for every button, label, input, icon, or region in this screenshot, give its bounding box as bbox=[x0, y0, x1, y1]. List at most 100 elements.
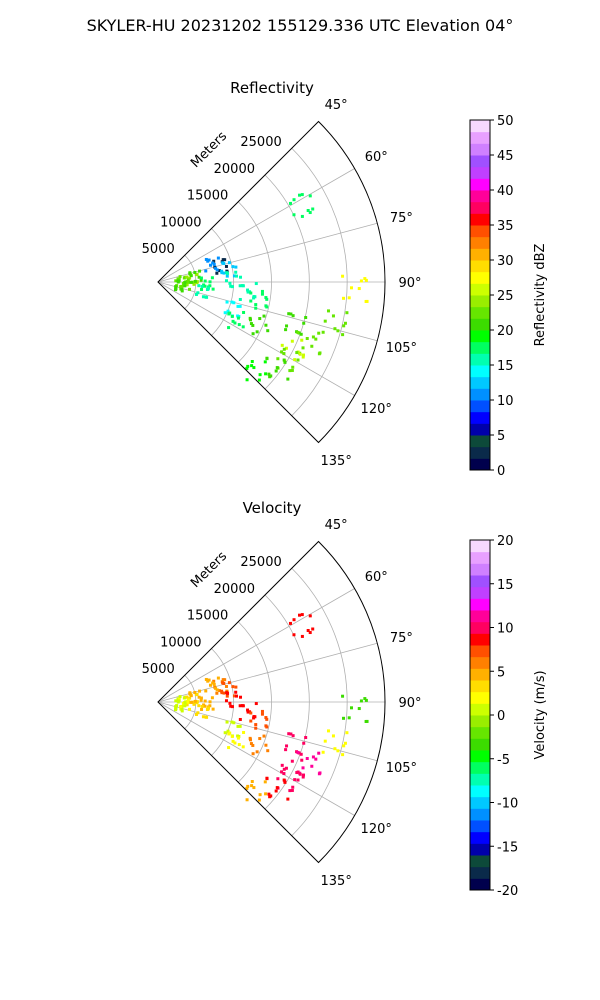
echo-gate bbox=[204, 689, 208, 693]
colorbar-swatch bbox=[470, 201, 490, 214]
echo-gate bbox=[274, 789, 278, 793]
echo-gate bbox=[305, 336, 309, 340]
echo-gate bbox=[188, 272, 192, 276]
echo-gate bbox=[323, 319, 327, 323]
colorbar-label: Velocity (m/s) bbox=[533, 670, 548, 759]
echo-gate bbox=[286, 797, 290, 801]
echo-gate bbox=[282, 772, 286, 776]
echo-gate bbox=[212, 262, 216, 266]
echo-gate bbox=[236, 734, 240, 738]
echo-gate bbox=[341, 333, 345, 337]
colorbar-swatch bbox=[470, 143, 490, 156]
echo-gate bbox=[230, 285, 234, 289]
echo-gate bbox=[284, 766, 288, 770]
echo-gate bbox=[296, 330, 300, 334]
echo-gate bbox=[300, 634, 304, 638]
echo-gate bbox=[317, 331, 321, 335]
echo-gate bbox=[249, 291, 253, 295]
echo-gate bbox=[257, 378, 261, 382]
echo-gate bbox=[201, 295, 205, 299]
sector-frame bbox=[157, 120, 386, 444]
echo-gate bbox=[203, 704, 207, 708]
echo-gate bbox=[341, 753, 345, 757]
echo-gate bbox=[282, 778, 286, 782]
echo-gate bbox=[251, 752, 255, 756]
echo-gate bbox=[252, 786, 256, 790]
echo-gate bbox=[215, 691, 219, 695]
echo-gate bbox=[221, 261, 225, 265]
colorbar-swatch bbox=[470, 656, 490, 669]
echo-gate bbox=[301, 346, 305, 350]
echo-gate bbox=[178, 695, 182, 699]
echo-gate bbox=[311, 335, 315, 339]
colorbar-swatch bbox=[470, 423, 490, 436]
echo-gate bbox=[192, 702, 196, 706]
echo-gate bbox=[305, 756, 309, 760]
echo-gate bbox=[206, 259, 210, 263]
echo-gate bbox=[237, 323, 241, 327]
echo-gate bbox=[311, 627, 315, 631]
echo-gate bbox=[260, 289, 264, 293]
echo-gate bbox=[246, 784, 250, 788]
range-tick-label: 15000 bbox=[187, 609, 228, 624]
echo-gate bbox=[241, 325, 245, 329]
echo-gate bbox=[311, 755, 315, 759]
colorbar-swatch bbox=[470, 353, 490, 366]
echo-gate bbox=[258, 317, 262, 321]
echo-gate bbox=[222, 271, 226, 275]
colorbar-tick-label: 20 bbox=[497, 534, 514, 549]
echo-gate bbox=[327, 729, 331, 733]
colorbar-tick-label: 0 bbox=[497, 464, 505, 479]
echo-gate bbox=[342, 296, 346, 300]
echo-gate bbox=[357, 287, 361, 291]
echo-gate bbox=[204, 269, 208, 273]
echo-gate bbox=[327, 309, 331, 313]
velocity-panel: Velocity 45° 60° 75° 90° 105° 120° 135° 5000 1000… bbox=[142, 499, 548, 899]
echo-gate bbox=[245, 378, 249, 382]
echo-gate bbox=[251, 332, 255, 336]
echo-gate bbox=[174, 699, 178, 703]
echo-gate bbox=[249, 742, 253, 746]
range-tick-label: 25000 bbox=[240, 555, 281, 570]
echo-gate bbox=[250, 784, 254, 788]
echo-gate bbox=[183, 704, 187, 708]
echo-gate bbox=[314, 757, 318, 761]
echo-gate bbox=[174, 285, 178, 289]
echo-gate bbox=[282, 347, 286, 351]
echo-gate bbox=[251, 743, 255, 747]
echo-gate bbox=[282, 358, 286, 362]
echo-gate bbox=[224, 264, 228, 268]
echo-gate bbox=[341, 274, 345, 278]
colorbar-swatch bbox=[470, 621, 490, 634]
echo-gate bbox=[290, 368, 294, 372]
echo-gate bbox=[197, 695, 201, 699]
colorbar-tick-label: -20 bbox=[497, 884, 518, 899]
echo-gate bbox=[293, 778, 297, 782]
echo-gate bbox=[234, 270, 238, 274]
echo-gate bbox=[321, 330, 325, 334]
echo-gate bbox=[221, 678, 225, 682]
echo-gate bbox=[188, 692, 192, 696]
echo-gate bbox=[287, 312, 291, 316]
azimuth-tick-label: 120° bbox=[361, 822, 392, 837]
colorbar-swatch bbox=[470, 400, 490, 413]
echo-gate bbox=[267, 792, 271, 796]
echo-gate bbox=[302, 321, 306, 325]
echo-gate bbox=[331, 734, 335, 738]
colorbar-swatch bbox=[470, 668, 490, 681]
range-tick-label: 20000 bbox=[214, 582, 255, 597]
echo-gate bbox=[227, 326, 231, 330]
echo-gate bbox=[284, 346, 288, 350]
echo-gate bbox=[174, 705, 178, 709]
echo-gate bbox=[318, 351, 322, 355]
echo-gate bbox=[280, 770, 284, 774]
echo-gate bbox=[336, 749, 340, 753]
echo-gate bbox=[178, 275, 182, 279]
echo-gate bbox=[188, 287, 192, 291]
figure-title: SKYLER-HU 20231202 155129.336 UTC Elevat… bbox=[86, 16, 514, 35]
colorbar-tick-label: 50 bbox=[497, 114, 514, 129]
echo-gate bbox=[249, 711, 253, 715]
echo-gate bbox=[296, 750, 300, 754]
colorbar-tick-label: 5 bbox=[497, 665, 505, 680]
echo-gate bbox=[208, 280, 212, 284]
